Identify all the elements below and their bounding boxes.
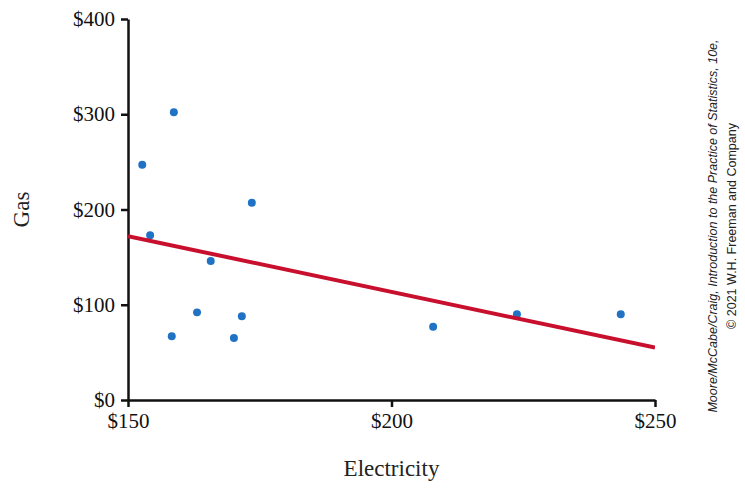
tick-mark — [121, 209, 128, 212]
point — [193, 308, 201, 316]
tick: $200 — [371, 400, 413, 433]
point — [617, 310, 625, 318]
tick: $250 — [635, 400, 677, 433]
tick-mark — [121, 114, 128, 117]
tick-label: $0 — [94, 388, 115, 412]
tick: $0 — [94, 388, 128, 412]
tick-mark — [121, 399, 128, 402]
tick-label: $200 — [371, 409, 413, 433]
tick-label: $200 — [73, 198, 115, 222]
point — [238, 312, 246, 320]
tick-label: $150 — [108, 409, 150, 433]
credit: © 2021 W.H. Freeman and Company — [725, 122, 739, 329]
credit: Moore/McCabe/Craig, Introduction to the … — [706, 39, 720, 412]
tick-mark — [121, 18, 128, 21]
point — [429, 323, 437, 331]
x-axis: $150 $200 $250 — [108, 400, 677, 433]
plot-area — [128, 108, 655, 347]
tick-label: $400 — [73, 7, 115, 31]
regression-line — [128, 236, 655, 347]
tick: $200 — [73, 198, 128, 222]
tick-mark — [121, 304, 128, 307]
tick-label: $300 — [73, 102, 115, 126]
tick-mark — [654, 400, 657, 407]
point — [248, 199, 256, 207]
point — [207, 257, 215, 265]
point — [168, 332, 176, 340]
y-axis: $0 $100 $200 $300 $400 — [73, 7, 129, 412]
tick-label: $250 — [635, 409, 677, 433]
x-axis-title: Electricity — [344, 456, 440, 481]
y-axis-title: Gas — [9, 192, 34, 228]
point — [146, 231, 154, 239]
chart: $150 $200 $250 $0 $100 $200 $300 $400 Electricit… — [0, 0, 745, 495]
tick-label: $100 — [73, 293, 115, 317]
tick: $100 — [73, 293, 128, 317]
point — [230, 334, 238, 342]
tick: $300 — [73, 102, 128, 126]
tick: $400 — [73, 7, 128, 31]
tick-mark — [391, 400, 394, 407]
point — [170, 108, 178, 116]
point — [138, 161, 146, 169]
